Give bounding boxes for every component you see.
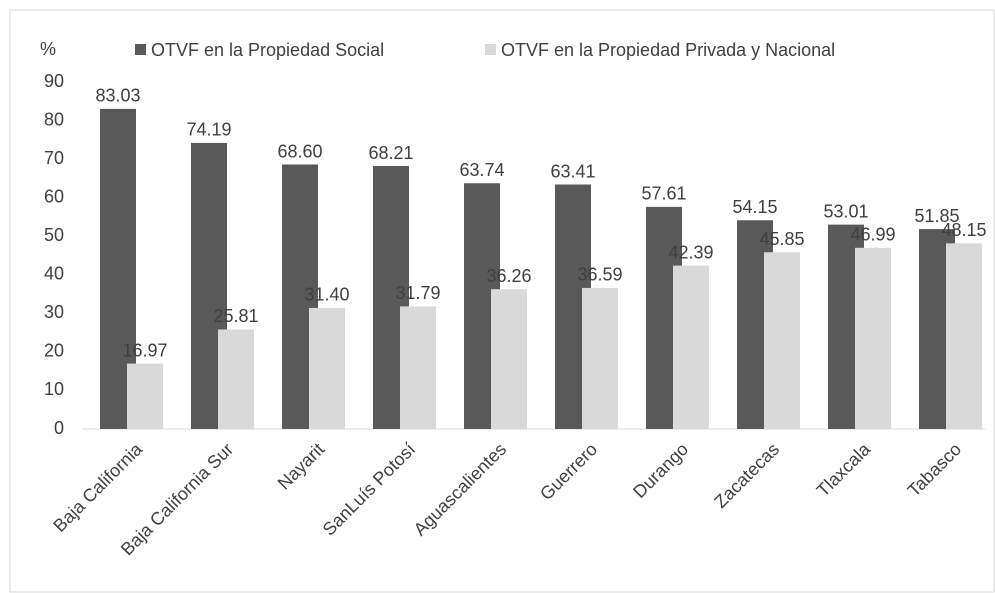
- value-label: 42.39: [668, 242, 713, 262]
- bar: [400, 306, 436, 429]
- y-tick-label: 70: [44, 148, 64, 168]
- value-label: 36.59: [577, 265, 622, 285]
- legend-label: OTVF en la Propiedad Privada y Nacional: [501, 40, 835, 60]
- value-label: 57.61: [641, 184, 686, 204]
- y-tick-label: 90: [44, 71, 64, 91]
- bar: [218, 329, 254, 429]
- value-label: 25.81: [213, 306, 258, 326]
- legend-label: OTVF en la Propiedad Social: [151, 40, 384, 60]
- bar: [673, 265, 709, 429]
- value-label: 48.15: [941, 220, 986, 240]
- value-label: 36.26: [486, 266, 531, 286]
- legend-swatch: [485, 44, 496, 55]
- value-label: 16.97: [122, 340, 167, 360]
- legend-swatch: [135, 44, 146, 55]
- value-label: 53.01: [823, 201, 868, 221]
- y-tick-label: 60: [44, 186, 64, 206]
- value-label: 74.19: [186, 120, 231, 140]
- value-label: 83.03: [95, 86, 140, 106]
- value-label: 54.15: [732, 197, 777, 217]
- bar: [127, 363, 163, 429]
- y-tick-label: 20: [44, 341, 64, 361]
- y-tick-label: 80: [44, 109, 64, 129]
- y-tick-label: 10: [44, 379, 64, 399]
- y-axis-label: %: [40, 39, 56, 59]
- bar: [764, 252, 800, 429]
- value-label: 45.85: [759, 229, 804, 249]
- y-tick-label: 30: [44, 302, 64, 322]
- value-label: 31.79: [395, 283, 440, 303]
- value-label: 63.41: [550, 161, 595, 181]
- value-label: 46.99: [850, 225, 895, 245]
- bar: [855, 247, 891, 429]
- y-tick-label: 0: [54, 418, 64, 438]
- bar: [582, 287, 618, 429]
- value-label: 63.74: [459, 160, 504, 180]
- y-tick-label: 40: [44, 264, 64, 284]
- bar: [946, 243, 982, 429]
- value-label: 51.85: [914, 206, 959, 226]
- bar: [309, 307, 345, 429]
- y-tick-label: 50: [44, 225, 64, 245]
- value-label: 68.21: [368, 143, 413, 163]
- value-label: 68.60: [277, 141, 322, 161]
- value-label: 31.40: [304, 285, 349, 305]
- bar: [491, 289, 527, 429]
